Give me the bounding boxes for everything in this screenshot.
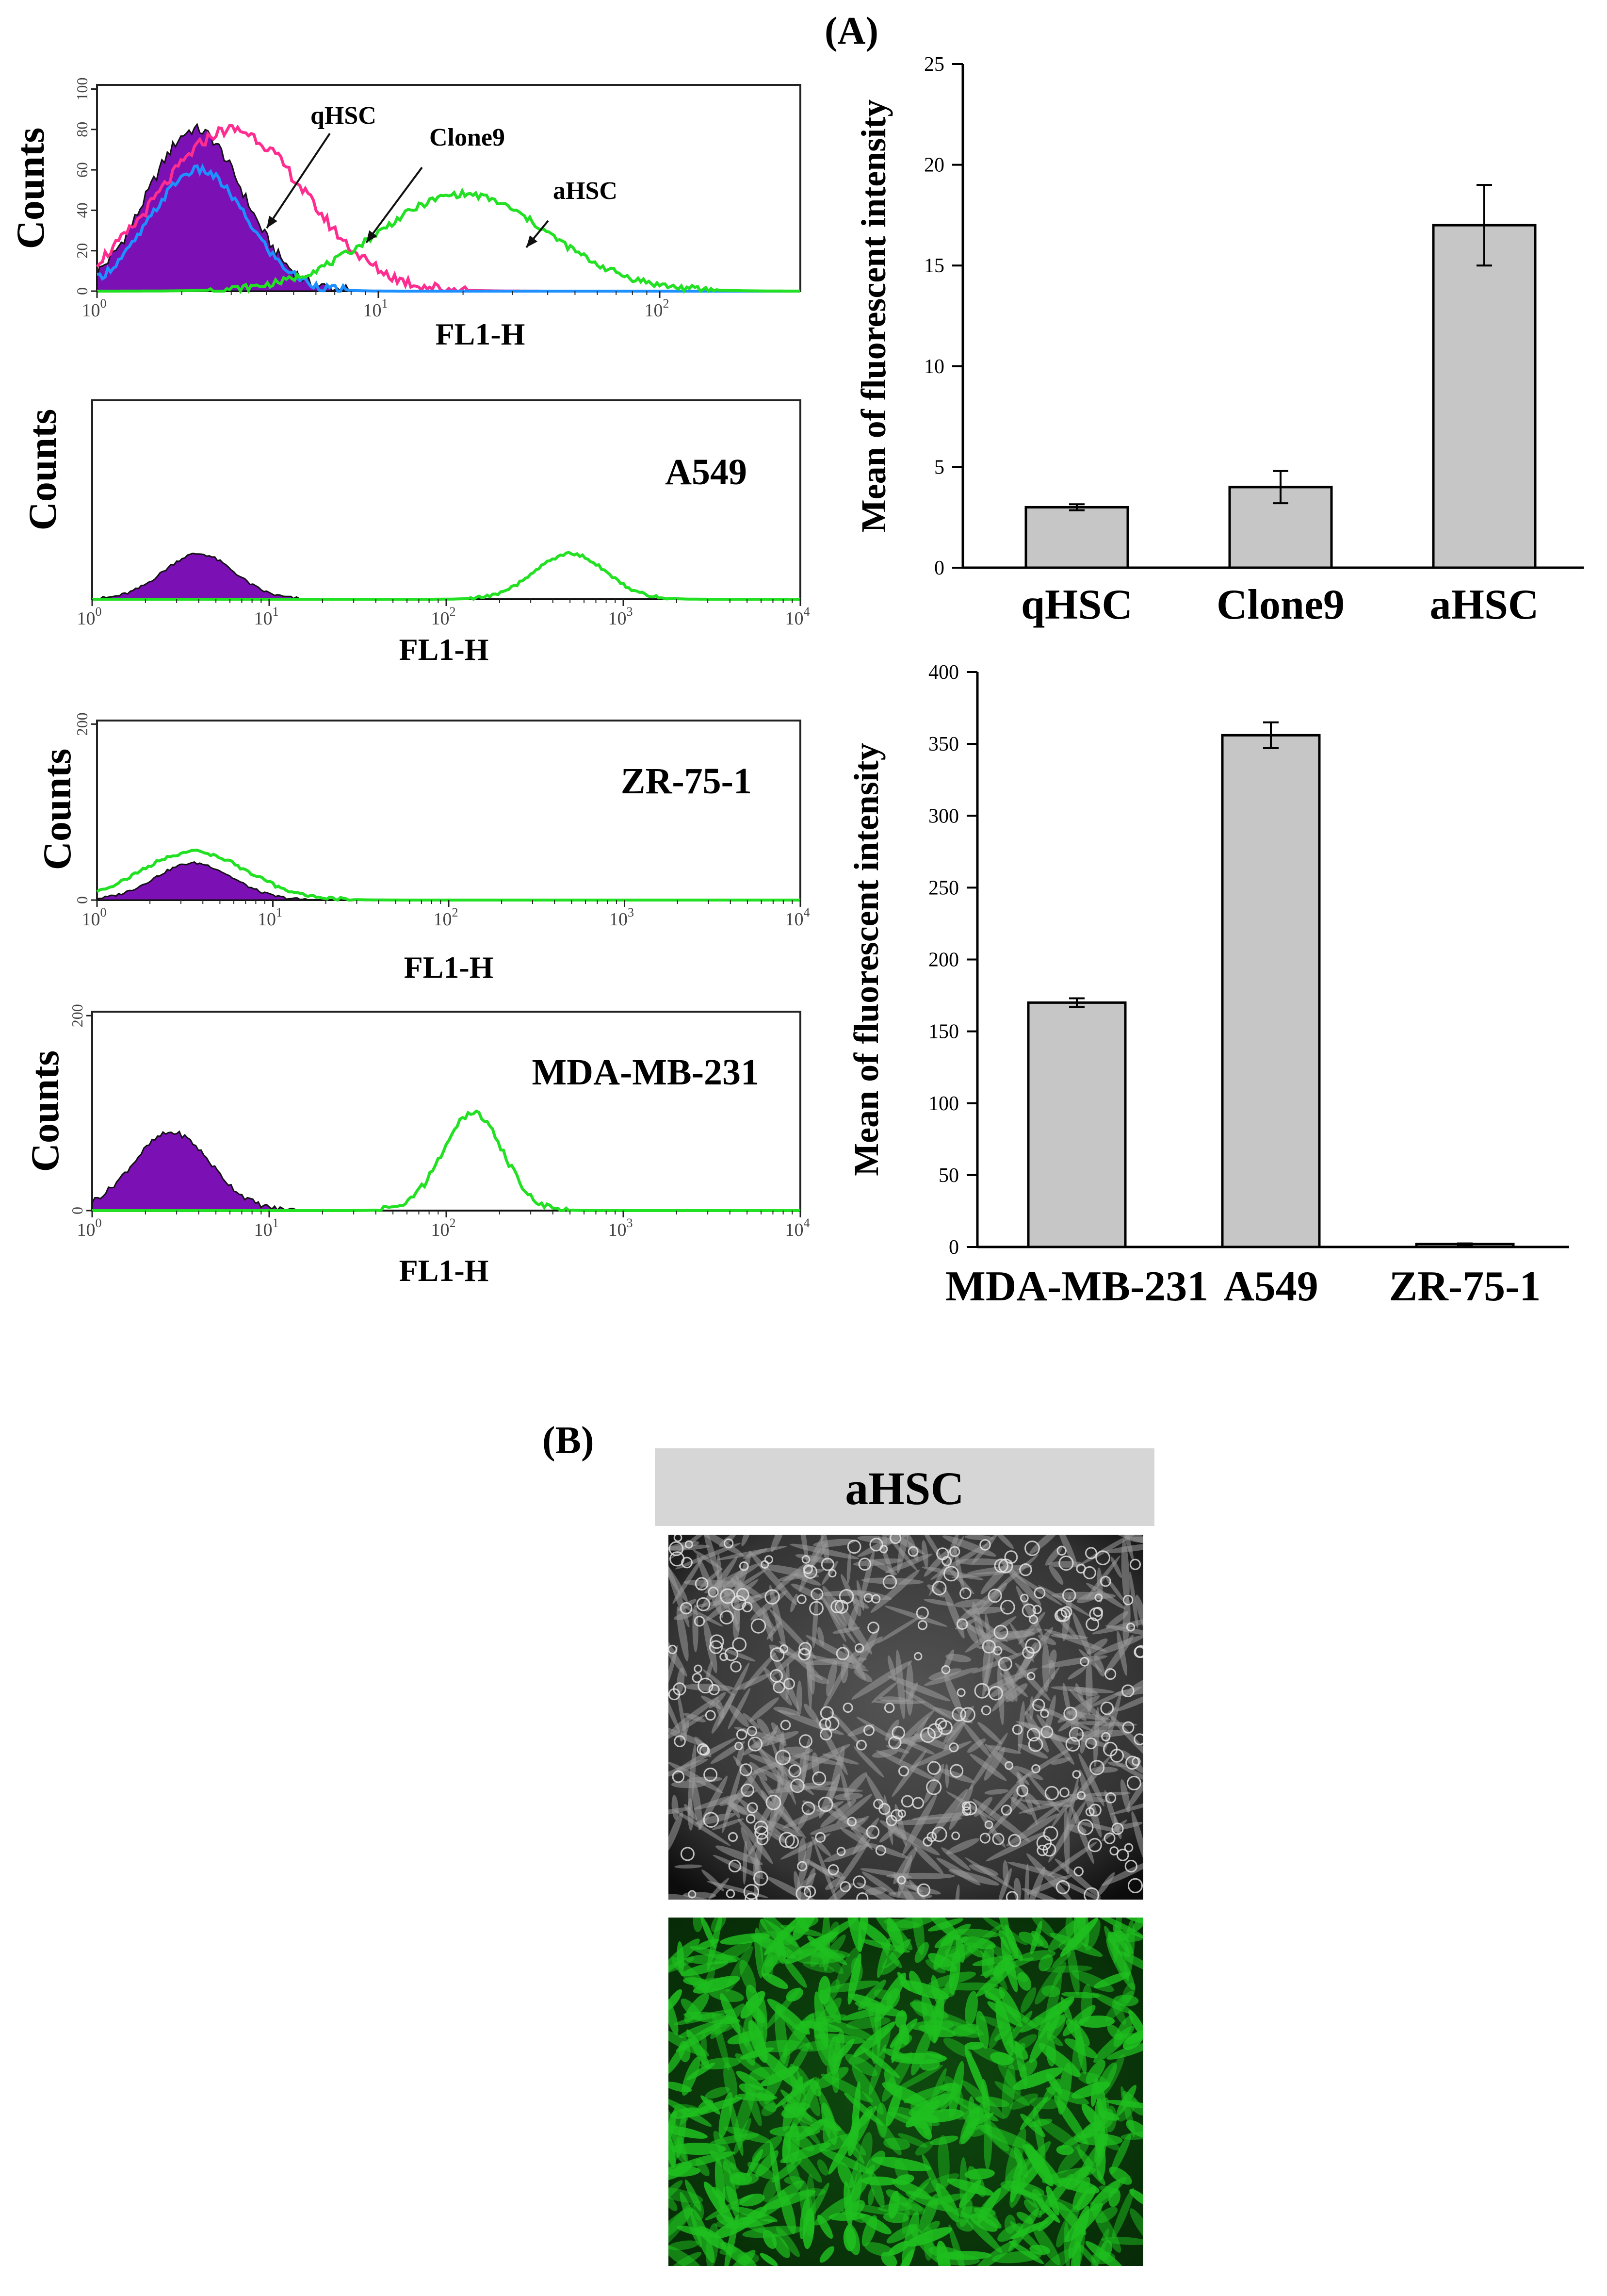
histogram-ylabel: Counts (20, 409, 65, 531)
annotation-arrow (266, 132, 331, 229)
x-tick-label: 102 (431, 605, 456, 629)
x-tick-label: 102 (645, 296, 669, 321)
x-tick-label: 103 (608, 605, 633, 629)
x-tick-label: 100 (82, 905, 107, 930)
x-tick-label: 103 (608, 1216, 633, 1240)
y-tick-label: 200 (928, 949, 959, 971)
x-tick-label: 104 (785, 1216, 810, 1240)
histogram-ylabel: Counts (23, 1050, 67, 1172)
micrograph-title: aHSC (845, 1462, 964, 1514)
histogram-curve (97, 187, 800, 295)
histogram-panels: 100 101 102 0 20 40 60 80 100 Counts FL1-H qHSC Clon… (8, 78, 810, 1288)
category-label: aHSC (1430, 581, 1539, 628)
y-tick-label: 0 (73, 287, 91, 295)
histogram-title: MDA-MB-231 (532, 1052, 759, 1093)
histogram-title: A549 (665, 452, 747, 492)
histogram-title: ZR-75-1 (621, 761, 752, 802)
histogram-mdamb231: 100 101 102 103 104 0 200 Counts FL1-H MDA-MB-231 (23, 1004, 810, 1288)
category-label: qHSC (1021, 581, 1133, 628)
bar-ylabel: Mean of fluorescent intensity (847, 743, 886, 1176)
y-tick-label: 0 (934, 557, 944, 579)
y-tick-label: 200 (68, 1004, 86, 1027)
panel-label-b: (B) (542, 1419, 594, 1462)
category-label: ZR-75-1 (1389, 1263, 1541, 1310)
y-tick-label: 0 (68, 1207, 86, 1214)
y-tick-label: 250 (928, 877, 959, 899)
x-tick-label: 100 (77, 1216, 102, 1240)
annotation-clone9: Clone9 (429, 124, 505, 151)
y-tick-label: 400 (928, 661, 959, 684)
histogram-xlabel: FL1-H (399, 1253, 489, 1288)
annotation-arrow (365, 166, 423, 244)
y-tick-label: 100 (73, 78, 91, 101)
histogram-curve (92, 551, 800, 601)
y-tick-label: 0 (949, 1236, 959, 1259)
x-tick-label: 101 (254, 605, 279, 629)
panel-label-a: (A) (825, 10, 878, 52)
histogram-xlabel: FL1-H (404, 950, 494, 984)
x-tick-label: 100 (77, 605, 102, 629)
y-tick-label: 350 (928, 733, 959, 755)
bar-qhsc (1024, 506, 1129, 569)
y-tick-label: 200 (73, 712, 91, 736)
category-label: A549 (1223, 1263, 1318, 1310)
histogram-xlabel: FL1-H (436, 317, 525, 351)
histogram-curve (92, 1109, 800, 1213)
phase-contrast-cells (668, 1535, 1143, 1900)
y-tick-label: 20 (73, 243, 91, 259)
histogram-hsc: 100 101 102 0 20 40 60 80 100 Counts FL1-H qHSC Clon… (8, 78, 801, 351)
arrow-head (526, 235, 538, 247)
y-tick-label: 80 (73, 122, 91, 137)
histogram-zr751: 100 101 102 103 104 0 200 Counts FL1-H ZR-75-1 (35, 712, 810, 984)
y-tick-label: 60 (73, 162, 91, 178)
x-tick-label: 104 (785, 605, 810, 629)
bar-charts: 0 5 10 15 20 25 Mean of fluorescent intensity q… (847, 53, 1584, 1310)
x-tick-label: 104 (785, 905, 810, 930)
x-tick-label: 101 (258, 905, 282, 930)
histogram-xlabel: FL1-H (399, 632, 489, 667)
arrow-head (366, 230, 377, 243)
bar-chart-1: 0 5 10 15 20 25 Mean of fluorescent intensity q… (854, 53, 1584, 628)
x-tick-label: 103 (609, 905, 634, 930)
y-tick-label: 100 (928, 1093, 959, 1115)
y-tick-label: 150 (928, 1021, 959, 1043)
bar-mda-mb-231 (1027, 1001, 1127, 1248)
fluorescence-cells (668, 1918, 1143, 2266)
x-tick-label: 102 (434, 905, 458, 930)
x-tick-label: 101 (363, 296, 388, 321)
bar-chart-2: 0 50 100 150 200 250 300 350 400 Mean of fluoresc… (847, 661, 1569, 1310)
y-tick-label: 40 (73, 202, 91, 218)
annotation-qhsc: qHSC (310, 102, 376, 130)
bar-ylabel: Mean of fluorescent intensity (854, 99, 893, 533)
y-tick-label: 15 (924, 255, 944, 277)
y-tick-label: 25 (924, 53, 944, 76)
histogram-ylabel: Counts (35, 749, 79, 870)
bar-ahsc (1432, 224, 1537, 569)
category-label: MDA-MB-231 (945, 1263, 1209, 1310)
micrograph-panel: aHSC (655, 1448, 1154, 2266)
arrow-head (267, 215, 277, 228)
bar-a549 (1221, 734, 1321, 1248)
histogram-ylabel: Counts (8, 128, 52, 249)
category-label: Clone9 (1217, 581, 1345, 628)
y-tick-label: 20 (924, 154, 944, 177)
y-tick-label: 10 (924, 356, 944, 378)
micrograph-header (655, 1448, 1154, 1526)
y-tick-label: 50 (939, 1164, 959, 1187)
x-tick-label: 102 (431, 1216, 456, 1240)
x-tick-label: 101 (254, 1216, 279, 1240)
y-tick-label: 0 (73, 896, 91, 904)
histogram-a549: 100 101 102 103 104 Counts FL1-H A549 (20, 399, 810, 667)
x-tick-label: 100 (82, 296, 107, 321)
annotation-ahsc: aHSC (553, 177, 617, 205)
y-tick-label: 5 (934, 456, 944, 478)
y-tick-label: 300 (928, 805, 959, 827)
